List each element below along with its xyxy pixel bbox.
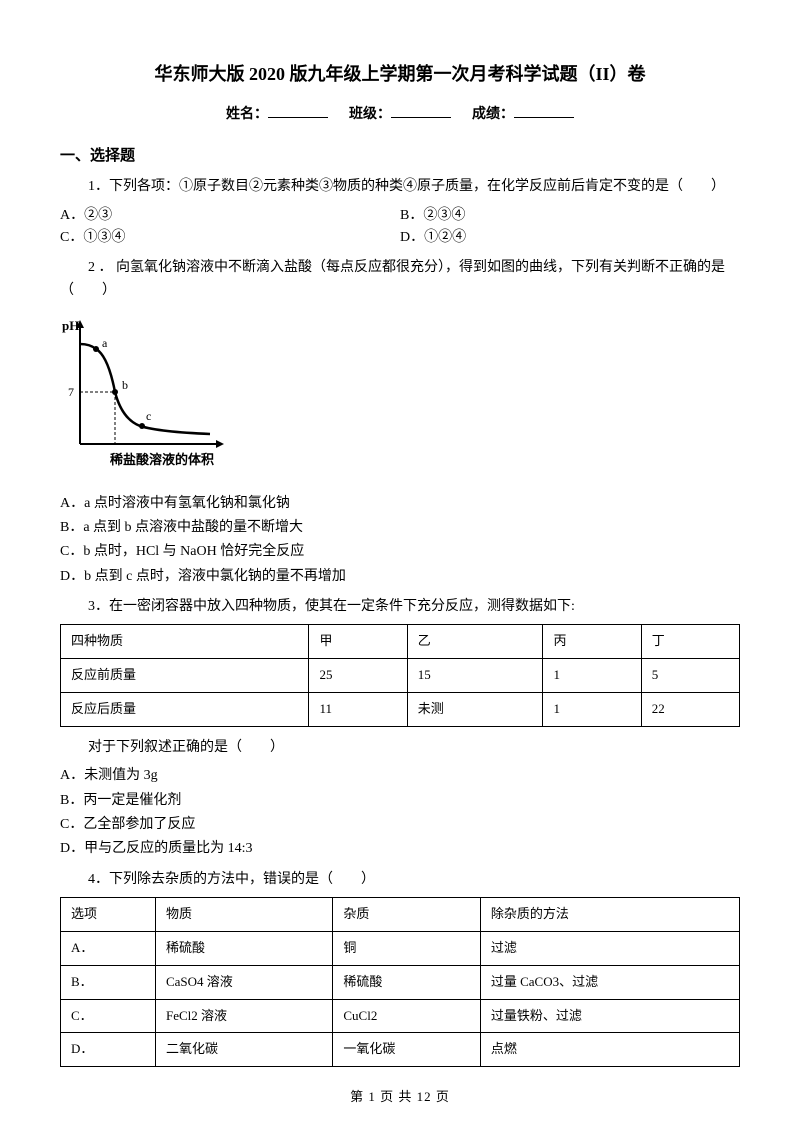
q4-th2: 杂质 (333, 898, 481, 932)
q4-th1: 物质 (155, 898, 332, 932)
class-blank (391, 117, 451, 118)
score-label: 成绩： (472, 107, 514, 122)
table-cell: 1 (543, 659, 641, 693)
table-cell: 铜 (333, 932, 481, 966)
q3-options: A．未测值为 3g B．丙一定是催化剂 C．乙全部参加了反应 D．甲与乙反应的质… (60, 765, 740, 861)
svg-text:c: c (146, 409, 151, 423)
page-title: 华东师大版 2020 版九年级上学期第一次月考科学试题（II）卷 (60, 60, 740, 89)
table-cell: D． (61, 1033, 156, 1067)
table-cell: 15 (407, 659, 543, 693)
q2-chart: pH 7 a b c 稀盐酸溶液的体积 (60, 314, 740, 482)
q3-d: D．甲与乙反应的质量比为 14:3 (60, 838, 740, 860)
svg-text:7: 7 (68, 385, 74, 399)
q3-th4: 丁 (641, 625, 739, 659)
table-cell: C． (61, 999, 156, 1033)
svg-text:稀盐酸溶液的体积: 稀盐酸溶液的体积 (110, 452, 214, 467)
table-cell: 二氧化碳 (155, 1033, 332, 1067)
q3-th2: 乙 (407, 625, 543, 659)
table-cell: 点燃 (480, 1033, 739, 1067)
q2-b: B．a 点到 b 点溶液中盐酸的量不断增大 (60, 517, 740, 539)
table-cell: 稀硫酸 (333, 965, 481, 999)
name-blank (268, 117, 328, 118)
q3-post: 对于下列叙述正确的是（ ） (60, 737, 740, 759)
table-cell: 22 (641, 693, 739, 727)
table-cell: 1 (543, 693, 641, 727)
table-cell: 25 (309, 659, 407, 693)
section-1-heading: 一、选择题 (60, 144, 740, 168)
q2-d: D．b 点到 c 点时，溶液中氯化钠的量不再增加 (60, 566, 740, 588)
table-cell: A． (61, 932, 156, 966)
table-cell: 过量铁粉、过滤 (480, 999, 739, 1033)
table-cell: 过滤 (480, 932, 739, 966)
table-cell: 5 (641, 659, 739, 693)
svg-text:a: a (102, 336, 108, 350)
q1-d: D．①②④ (400, 227, 740, 249)
q4-th3: 除杂质的方法 (480, 898, 739, 932)
name-label: 姓名： (226, 107, 268, 122)
table-cell: 反应前质量 (61, 659, 309, 693)
q3-th1: 甲 (309, 625, 407, 659)
q1-text: 1．下列各项：①原子数目②元素种类③物质的种类④原子质量，在化学反应前后肯定不变… (60, 176, 740, 198)
q1-a: A．②③ (60, 205, 400, 227)
table-cell: 一氧化碳 (333, 1033, 481, 1067)
q3-th3: 丙 (543, 625, 641, 659)
table-cell: 过量 CaCO3、过滤 (480, 965, 739, 999)
q1-c: C．①③④ (60, 227, 400, 249)
class-label: 班级： (349, 107, 391, 122)
table-cell: 11 (309, 693, 407, 727)
table-cell: CuCl2 (333, 999, 481, 1033)
q1-options: A．②③ B．②③④ C．①③④ D．①②④ (60, 205, 740, 250)
score-blank (514, 117, 574, 118)
table-cell: 稀硫酸 (155, 932, 332, 966)
q2-options: A．a 点时溶液中有氢氧化钠和氯化钠 B．a 点到 b 点溶液中盐酸的量不断增大… (60, 493, 740, 589)
table-cell: 未测 (407, 693, 543, 727)
q3-table: 四种物质 甲 乙 丙 丁 反应前质量 25 15 1 5 反应后质量 11 未测… (60, 624, 740, 726)
q2-a: A．a 点时溶液中有氢氧化钠和氯化钠 (60, 493, 740, 515)
q4-text: 4．下列除去杂质的方法中，错误的是（ ） (60, 869, 740, 891)
q4-th0: 选项 (61, 898, 156, 932)
q3-a: A．未测值为 3g (60, 765, 740, 787)
student-info: 姓名： 班级： 成绩： (60, 104, 740, 126)
table-cell: 反应后质量 (61, 693, 309, 727)
svg-text:b: b (122, 378, 128, 392)
svg-text:pH: pH (62, 318, 79, 333)
q4-table: 选项 物质 杂质 除杂质的方法 A． 稀硫酸 铜 过滤 B． CaSO4 溶液 … (60, 897, 740, 1067)
page-footer: 第 1 页 共 12 页 (60, 1087, 740, 1108)
q3-text: 3．在一密闭容器中放入四种物质，使其在一定条件下充分反应，测得数据如下: (60, 596, 740, 618)
q2-text: 2 ． 向氢氧化钠溶液中不断滴入盐酸（每点反应都很充分），得到如图的曲线，下列有… (60, 257, 740, 302)
table-cell: CaSO4 溶液 (155, 965, 332, 999)
q1-b: B．②③④ (400, 205, 740, 227)
q3-c: C．乙全部参加了反应 (60, 814, 740, 836)
q3-th0: 四种物质 (61, 625, 309, 659)
table-cell: FeCl2 溶液 (155, 999, 332, 1033)
table-cell: B． (61, 965, 156, 999)
q3-b: B．丙一定是催化剂 (60, 790, 740, 812)
q2-c: C．b 点时，HCl 与 NaOH 恰好完全反应 (60, 541, 740, 563)
